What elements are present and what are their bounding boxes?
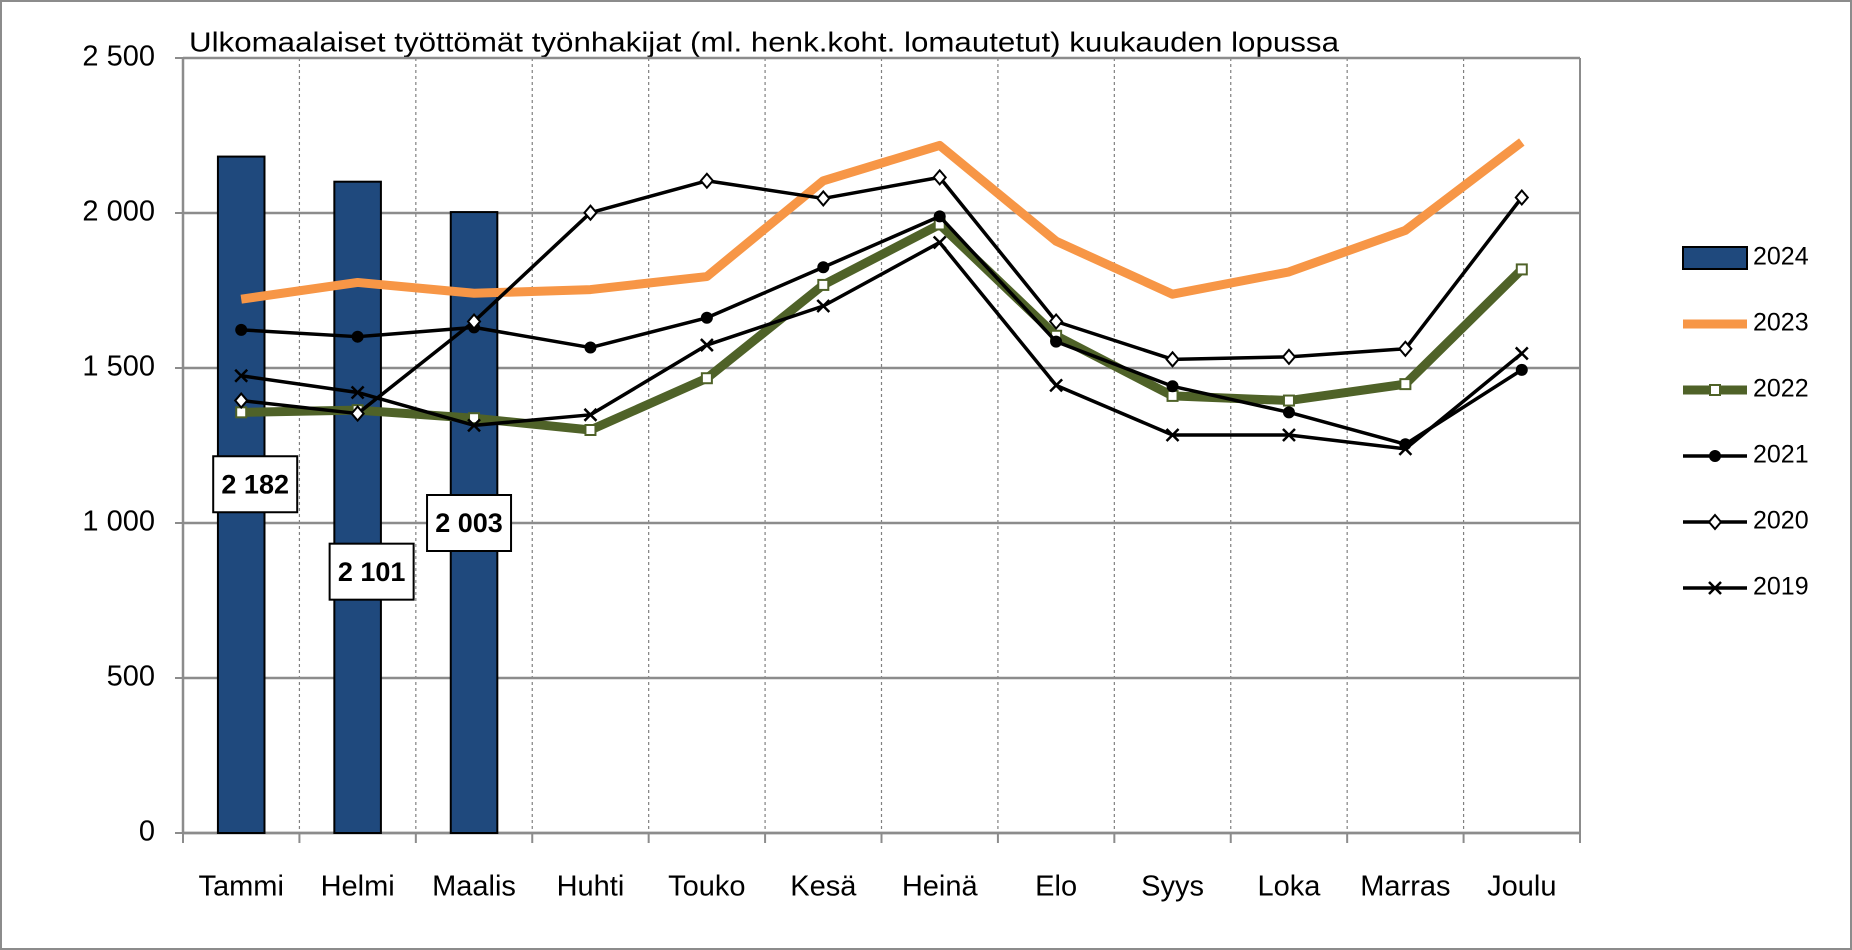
legend-label: 2022 <box>1753 375 1809 403</box>
x-tick-label: Touko <box>668 871 745 903</box>
marker <box>816 299 831 313</box>
marker <box>1281 348 1297 366</box>
marker <box>467 418 481 433</box>
x-tick-label: Helmi <box>321 871 395 903</box>
marker <box>1165 428 1180 442</box>
marker <box>1514 188 1530 207</box>
y-tick-label: 1 500 <box>82 351 155 383</box>
marker <box>584 424 597 436</box>
marker <box>817 278 830 291</box>
x-tick-label: Huhti <box>557 871 625 903</box>
marker <box>1707 513 1723 531</box>
marker <box>1398 442 1413 456</box>
marker <box>584 341 597 354</box>
marker <box>234 368 249 383</box>
marker <box>700 311 713 324</box>
marker <box>233 392 249 410</box>
marker <box>1399 378 1412 391</box>
legend-label: 2024 <box>1753 243 1809 271</box>
marker <box>932 168 948 186</box>
bar <box>333 180 382 834</box>
x-tick-label: Syys <box>1141 871 1204 903</box>
legend-label: 2019 <box>1753 573 1809 601</box>
marker <box>699 338 714 352</box>
marker <box>1708 581 1722 595</box>
marker <box>466 312 482 331</box>
marker <box>932 235 947 250</box>
x-tick-label: Heinä <box>902 871 979 903</box>
legend-swatch <box>1682 246 1748 270</box>
x-tick-label: Marras <box>1360 871 1450 903</box>
x-tick-label: Loka <box>1258 871 1322 903</box>
line <box>241 219 1525 435</box>
value-label: 2 101 <box>338 557 406 587</box>
value-label-box <box>426 494 513 552</box>
marker <box>468 412 481 425</box>
line <box>240 240 1523 451</box>
marker <box>815 189 831 207</box>
legend-label: 2021 <box>1753 441 1809 469</box>
marker <box>1514 346 1529 361</box>
chart-title: Ulkomaalaiset työttömät työnhakijat (ml.… <box>189 26 1339 57</box>
value-label-box <box>212 455 299 514</box>
marker <box>350 405 365 423</box>
marker <box>1709 384 1721 396</box>
marker <box>1515 363 1528 376</box>
x-tick-label: Elo <box>1035 871 1077 903</box>
legend-label: 2023 <box>1753 309 1809 337</box>
marker <box>1398 340 1413 358</box>
x-tick-label: Kesä <box>790 871 857 903</box>
line <box>241 175 1524 416</box>
x-tick-label: Maalis <box>432 871 516 903</box>
x-tick-label: Tammi <box>199 871 284 903</box>
marker <box>700 372 713 385</box>
y-tick-label: 2 000 <box>82 196 155 228</box>
marker <box>1048 312 1064 331</box>
marker <box>235 323 248 336</box>
value-label: 2 003 <box>435 508 503 538</box>
y-tick-label: 1 000 <box>82 506 155 538</box>
y-tick-label: 2 500 <box>82 41 155 73</box>
marker <box>1282 394 1295 407</box>
legend-label: 2020 <box>1753 507 1809 535</box>
marker <box>933 210 946 223</box>
marker <box>1166 389 1179 402</box>
marker <box>1282 428 1296 442</box>
marker <box>1166 380 1179 393</box>
marker <box>1050 335 1063 348</box>
marker <box>350 385 365 400</box>
marker <box>583 204 598 222</box>
marker <box>1282 406 1295 419</box>
marker <box>1709 450 1721 462</box>
marker <box>583 407 598 422</box>
line <box>241 214 1523 447</box>
x-tick-label: Joulu <box>1487 871 1556 903</box>
y-tick-label: 0 <box>139 816 155 848</box>
value-label: 2 182 <box>221 469 289 499</box>
marker <box>817 261 830 274</box>
y-tick-label: 500 <box>107 661 155 693</box>
value-label-box <box>328 542 415 601</box>
marker <box>699 172 715 190</box>
marker <box>1515 263 1528 276</box>
line <box>240 138 1525 304</box>
marker <box>1049 378 1064 393</box>
marker <box>1165 350 1180 368</box>
marker <box>351 330 364 343</box>
